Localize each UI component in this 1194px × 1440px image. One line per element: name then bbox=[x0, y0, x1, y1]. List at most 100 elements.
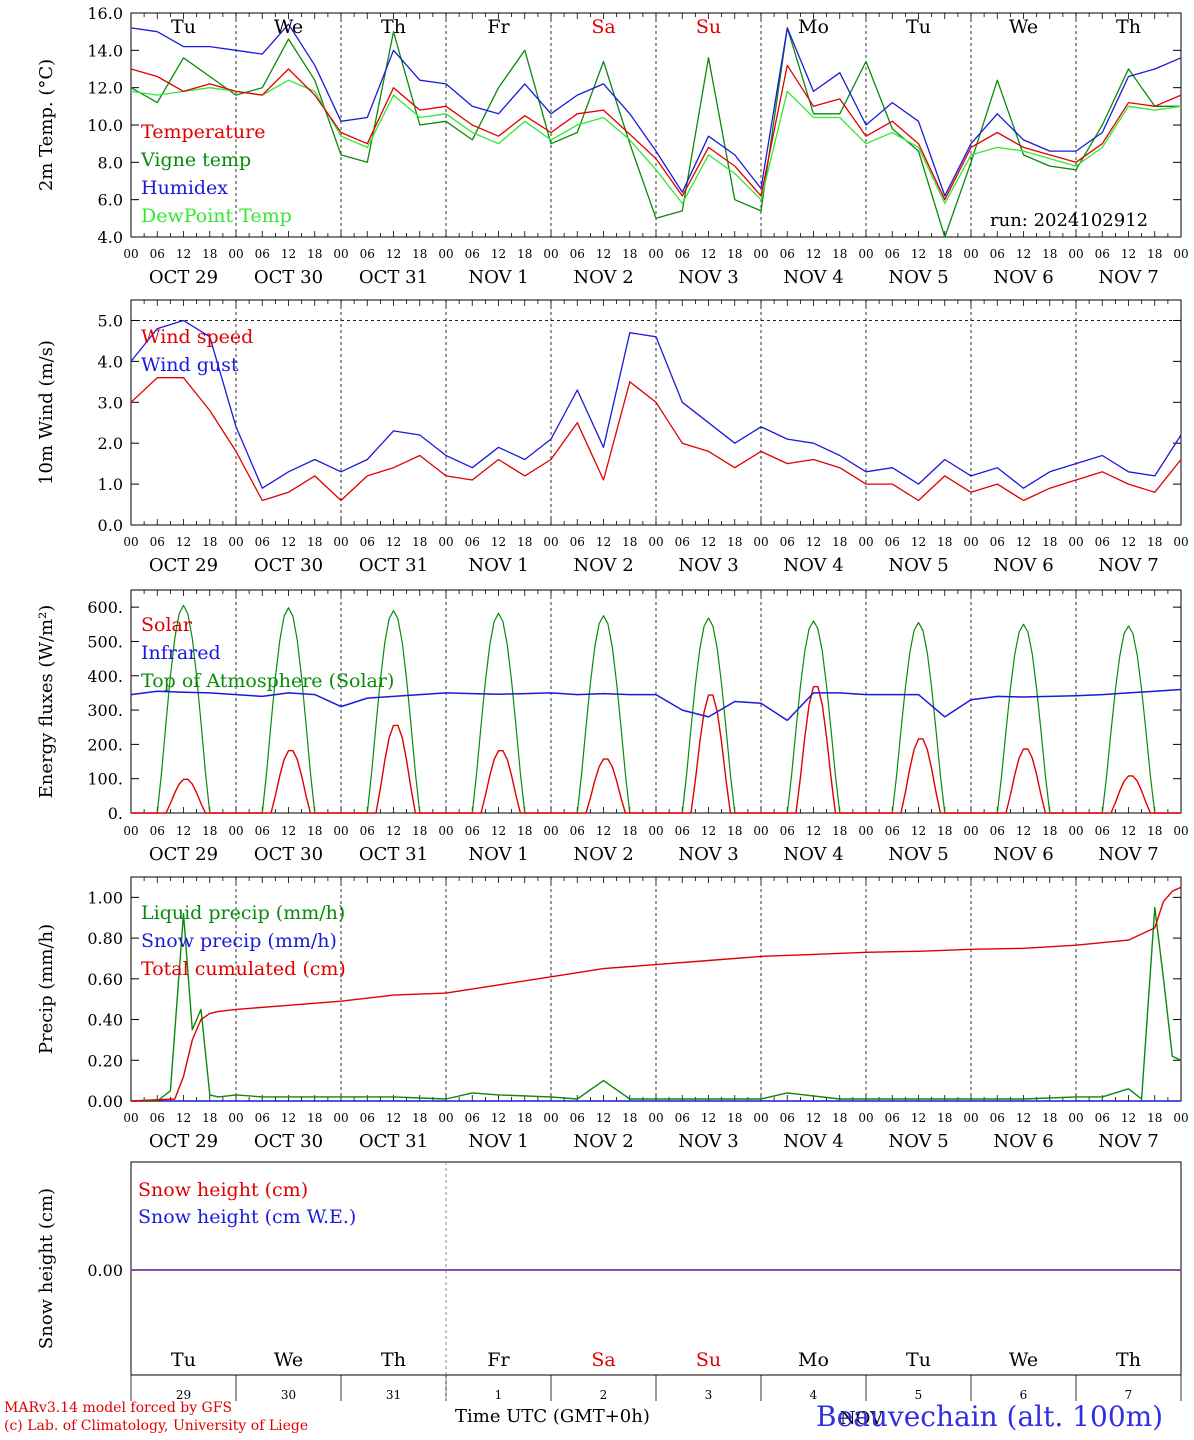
hour-tick-label: 12 bbox=[491, 824, 506, 838]
hour-tick-label: 06 bbox=[675, 535, 690, 549]
y-tick-label: 16.0 bbox=[87, 4, 123, 23]
date-label: OCT 29 bbox=[149, 555, 218, 576]
hour-tick-label: 00 bbox=[858, 1111, 873, 1125]
day-number-label: 6 bbox=[1020, 1388, 1028, 1402]
model-credit: MARv3.14 model forced by GFS (c) Lab. of… bbox=[4, 1399, 308, 1435]
y-tick-label: 0.0 bbox=[98, 516, 123, 535]
day-number-label: 30 bbox=[281, 1388, 296, 1402]
hour-tick-label: 06 bbox=[885, 824, 900, 838]
weekday-label: Sa bbox=[591, 16, 615, 38]
series-line-liquid-precip-mm-h- bbox=[131, 906, 1182, 1102]
hour-tick-label: 12 bbox=[806, 247, 821, 261]
legend-entry: Top of Atmosphere (Solar) bbox=[141, 670, 394, 692]
hour-tick-label: 00 bbox=[648, 247, 663, 261]
y-tick-label: 1.0 bbox=[98, 475, 123, 494]
panel-frame bbox=[130, 299, 1182, 526]
hour-tick-label: 06 bbox=[465, 535, 480, 549]
hour-tick-label: 12 bbox=[386, 1111, 401, 1125]
date-label: NOV 3 bbox=[678, 844, 738, 865]
y-axis-label: Energy fluxes (W/m²) bbox=[36, 605, 57, 799]
y-tick-label: 6.0 bbox=[98, 191, 123, 210]
hour-tick-label: 06 bbox=[465, 824, 480, 838]
hour-tick-label: 18 bbox=[307, 535, 322, 549]
day-number-label: 7 bbox=[1125, 1388, 1133, 1402]
hour-tick-label: 00 bbox=[228, 535, 243, 549]
weekday-label: Mo bbox=[798, 1349, 829, 1371]
hour-tick-label: 18 bbox=[307, 1111, 322, 1125]
hour-tick-label: 00 bbox=[228, 1111, 243, 1125]
hour-tick-label: 12 bbox=[911, 535, 926, 549]
date-label: NOV 2 bbox=[573, 267, 633, 288]
hour-tick-label: 18 bbox=[622, 1111, 637, 1125]
hour-tick-label: 00 bbox=[753, 1111, 768, 1125]
hour-tick-label: 00 bbox=[228, 247, 243, 261]
hour-tick-label: 00 bbox=[858, 824, 873, 838]
date-label: NOV 5 bbox=[888, 267, 948, 288]
hour-tick-label: 18 bbox=[1042, 1111, 1057, 1125]
date-label: NOV 4 bbox=[783, 1131, 843, 1152]
hour-tick-label: 06 bbox=[675, 824, 690, 838]
date-label: NOV 4 bbox=[783, 844, 843, 865]
legend-entry: Solar bbox=[141, 614, 193, 636]
date-label: OCT 29 bbox=[149, 1131, 218, 1152]
hour-tick-label: 12 bbox=[1016, 1111, 1031, 1125]
hour-tick-label: 18 bbox=[832, 824, 847, 838]
date-label: NOV 1 bbox=[468, 267, 528, 288]
y-tick-label: 0.00 bbox=[87, 1261, 123, 1280]
legend-entry: Wind speed bbox=[141, 326, 253, 348]
date-label: OCT 30 bbox=[254, 844, 323, 865]
legend-entry: Snow height (cm) bbox=[138, 1179, 308, 1201]
hour-tick-label: 12 bbox=[281, 1111, 296, 1125]
hour-tick-label: 18 bbox=[1042, 535, 1057, 549]
hour-tick-label: 06 bbox=[570, 247, 585, 261]
date-label: NOV 3 bbox=[678, 555, 738, 576]
legend-entry: Liquid precip (mm/h) bbox=[141, 902, 345, 924]
date-label: NOV 6 bbox=[993, 1131, 1053, 1152]
hour-tick-label: 00 bbox=[543, 535, 558, 549]
hour-tick-label: 00 bbox=[123, 824, 138, 838]
weekday-label: Su bbox=[696, 1349, 721, 1371]
hour-tick-label: 18 bbox=[412, 247, 427, 261]
date-label: OCT 30 bbox=[254, 555, 323, 576]
hour-tick-label: 00 bbox=[963, 1111, 978, 1125]
station-label: Beauvechain (alt. 100m) bbox=[816, 1400, 1164, 1433]
hour-tick-label: 12 bbox=[1016, 824, 1031, 838]
hour-tick-label: 06 bbox=[360, 1111, 375, 1125]
hour-tick-label: 06 bbox=[360, 535, 375, 549]
hour-tick-label: 06 bbox=[150, 1111, 165, 1125]
hour-tick-label: 06 bbox=[780, 824, 795, 838]
y-tick-label: 0.20 bbox=[87, 1051, 123, 1070]
hour-tick-label: 18 bbox=[202, 1111, 217, 1125]
hour-tick-label: 12 bbox=[281, 247, 296, 261]
date-label: OCT 31 bbox=[359, 555, 428, 576]
hour-tick-label: 18 bbox=[622, 535, 637, 549]
y-tick-label: 14.0 bbox=[87, 41, 123, 60]
hour-tick-label: 18 bbox=[517, 247, 532, 261]
legend-entry: Wind gust bbox=[141, 354, 239, 376]
hour-tick-label: 00 bbox=[543, 247, 558, 261]
hour-tick-label: 06 bbox=[255, 535, 270, 549]
date-label: NOV 4 bbox=[783, 555, 843, 576]
hour-tick-label: 06 bbox=[780, 247, 795, 261]
day-number-label: 1 bbox=[495, 1388, 503, 1402]
date-label: NOV 7 bbox=[1098, 555, 1158, 576]
series-line-wind-gust bbox=[130, 319, 1182, 489]
y-tick-label: 400. bbox=[87, 667, 123, 686]
date-label: NOV 2 bbox=[573, 555, 633, 576]
day-number-label: 29 bbox=[176, 1388, 191, 1402]
hour-tick-label: 18 bbox=[412, 535, 427, 549]
weekday-label: Th bbox=[381, 16, 406, 38]
series-line-dewpoint-temp bbox=[130, 79, 1182, 205]
hour-tick-label: 00 bbox=[543, 1111, 558, 1125]
hour-tick-label: 12 bbox=[701, 824, 716, 838]
weekday-label: Tu bbox=[906, 16, 931, 38]
day-number-label: 2 bbox=[600, 1388, 608, 1402]
hour-tick-label: 12 bbox=[701, 247, 716, 261]
legend-entry: Snow precip (mm/h) bbox=[141, 930, 337, 952]
date-label: NOV 1 bbox=[468, 555, 528, 576]
hour-tick-label: 06 bbox=[885, 247, 900, 261]
hour-tick-label: 06 bbox=[255, 824, 270, 838]
y-tick-label: 600. bbox=[87, 598, 123, 617]
hour-tick-label: 18 bbox=[1147, 1111, 1162, 1125]
legend-entry: DewPoint Temp bbox=[141, 205, 292, 227]
